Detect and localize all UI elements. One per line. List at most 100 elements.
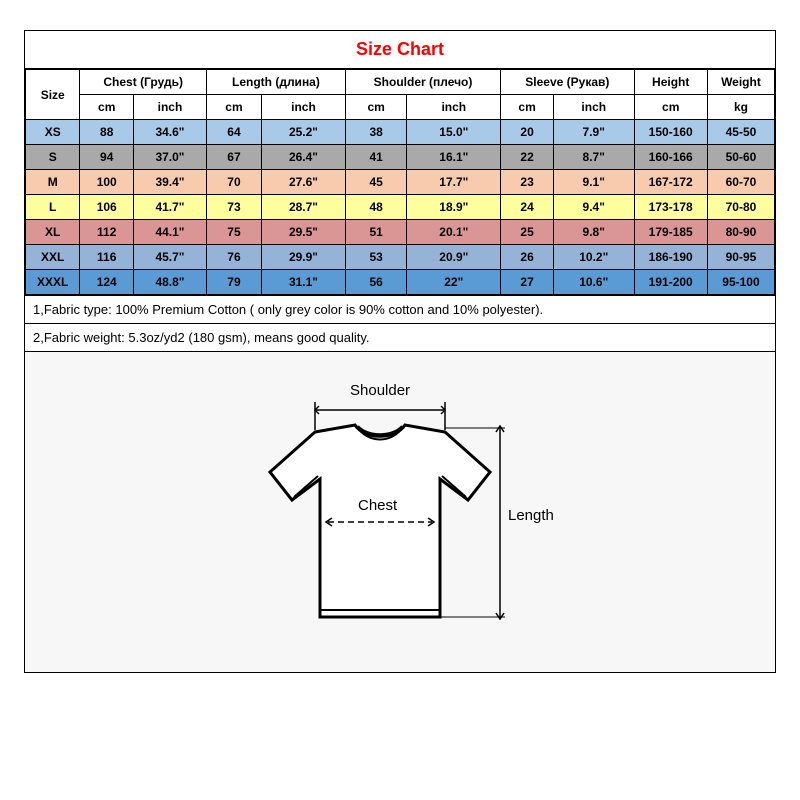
table-cell: 44.1" [134, 220, 207, 245]
table-row: S9437.0"6726.4"4116.1"228.7"160-16650-60 [26, 145, 775, 170]
unit-inch: inch [262, 95, 346, 120]
table-cell: 8.7" [553, 145, 634, 170]
table-cell: S [26, 145, 80, 170]
size-table: Size Chest (Грудь) Length (длина) Should… [25, 69, 775, 295]
table-cell: 100 [80, 170, 134, 195]
col-length: Length (длина) [206, 70, 345, 95]
tshirt-diagram: Shoulder Chest Length [25, 351, 775, 672]
table-cell: 150-160 [634, 120, 707, 145]
table-cell: 56 [345, 270, 407, 295]
unit-cm: cm [80, 95, 134, 120]
label-length: Length [508, 507, 554, 524]
table-cell: 94 [80, 145, 134, 170]
table-cell: 15.0" [407, 120, 501, 145]
table-cell: 90-95 [707, 245, 774, 270]
table-cell: 116 [80, 245, 134, 270]
table-cell: 64 [206, 120, 261, 145]
unit-cm: cm [206, 95, 261, 120]
table-cell: 22" [407, 270, 501, 295]
table-cell: 25.2" [262, 120, 346, 145]
table-cell: 70-80 [707, 195, 774, 220]
table-cell: 25 [501, 220, 554, 245]
table-cell: 106 [80, 195, 134, 220]
table-cell: 124 [80, 270, 134, 295]
table-cell: 20.9" [407, 245, 501, 270]
table-cell: 67 [206, 145, 261, 170]
table-body: XS8834.6"6425.2"3815.0"207.9"150-16045-5… [26, 120, 775, 295]
table-row: XL11244.1"7529.5"5120.1"259.8"179-18580-… [26, 220, 775, 245]
unit-inch: inch [553, 95, 634, 120]
table-cell: 26.4" [262, 145, 346, 170]
table-cell: 160-166 [634, 145, 707, 170]
table-cell: XS [26, 120, 80, 145]
table-cell: 9.1" [553, 170, 634, 195]
table-cell: 45 [345, 170, 407, 195]
table-cell: 26 [501, 245, 554, 270]
table-cell: 37.0" [134, 145, 207, 170]
table-cell: XXL [26, 245, 80, 270]
label-shoulder: Shoulder [350, 382, 410, 399]
table-cell: 28.7" [262, 195, 346, 220]
col-height: Height [634, 70, 707, 95]
table-cell: 18.9" [407, 195, 501, 220]
table-cell: 29.5" [262, 220, 346, 245]
label-chest: Chest [358, 497, 397, 514]
table-cell: 79 [206, 270, 261, 295]
table-cell: 45-50 [707, 120, 774, 145]
table-cell: 50-60 [707, 145, 774, 170]
table-cell: 112 [80, 220, 134, 245]
table-cell: 51 [345, 220, 407, 245]
table-cell: 27.6" [262, 170, 346, 195]
unit-inch: inch [407, 95, 501, 120]
col-weight: Weight [707, 70, 774, 95]
table-cell: 179-185 [634, 220, 707, 245]
table-cell: XL [26, 220, 80, 245]
col-chest: Chest (Грудь) [80, 70, 207, 95]
table-cell: 31.1" [262, 270, 346, 295]
table-cell: 88 [80, 120, 134, 145]
table-row: XXL11645.7"7629.9"5320.9"2610.2"186-1909… [26, 245, 775, 270]
table-cell: 22 [501, 145, 554, 170]
size-chart-container: Size Chart Size Chest (Грудь) Length (дл… [24, 30, 776, 673]
table-cell: 9.4" [553, 195, 634, 220]
table-cell: 10.2" [553, 245, 634, 270]
table-cell: 41.7" [134, 195, 207, 220]
table-cell: 29.9" [262, 245, 346, 270]
table-cell: 9.8" [553, 220, 634, 245]
table-cell: 39.4" [134, 170, 207, 195]
table-cell: M [26, 170, 80, 195]
table-cell: XXXL [26, 270, 80, 295]
table-cell: 24 [501, 195, 554, 220]
col-sleeve: Sleeve (Рукав) [501, 70, 634, 95]
col-shoulder: Shoulder (плечо) [345, 70, 500, 95]
unit-cm: cm [501, 95, 554, 120]
table-cell: 23 [501, 170, 554, 195]
table-cell: L [26, 195, 80, 220]
table-cell: 20 [501, 120, 554, 145]
unit-cm: cm [634, 95, 707, 120]
note-2: 2,Fabric weight: 5.3oz/yd2 (180 gsm), me… [25, 323, 775, 351]
table-cell: 167-172 [634, 170, 707, 195]
col-size: Size [26, 70, 80, 120]
table-row: L10641.7"7328.7"4818.9"249.4"173-17870-8… [26, 195, 775, 220]
table-cell: 45.7" [134, 245, 207, 270]
table-cell: 173-178 [634, 195, 707, 220]
table-cell: 60-70 [707, 170, 774, 195]
table-header: Size Chest (Грудь) Length (длина) Should… [26, 70, 775, 120]
table-cell: 48 [345, 195, 407, 220]
chart-title: Size Chart [25, 31, 775, 69]
table-cell: 34.6" [134, 120, 207, 145]
table-cell: 75 [206, 220, 261, 245]
table-cell: 191-200 [634, 270, 707, 295]
table-cell: 7.9" [553, 120, 634, 145]
table-cell: 20.1" [407, 220, 501, 245]
table-row: XS8834.6"6425.2"3815.0"207.9"150-16045-5… [26, 120, 775, 145]
table-cell: 10.6" [553, 270, 634, 295]
table-cell: 16.1" [407, 145, 501, 170]
table-cell: 76 [206, 245, 261, 270]
table-cell: 41 [345, 145, 407, 170]
table-cell: 186-190 [634, 245, 707, 270]
table-cell: 17.7" [407, 170, 501, 195]
unit-kg: kg [707, 95, 774, 120]
table-cell: 27 [501, 270, 554, 295]
